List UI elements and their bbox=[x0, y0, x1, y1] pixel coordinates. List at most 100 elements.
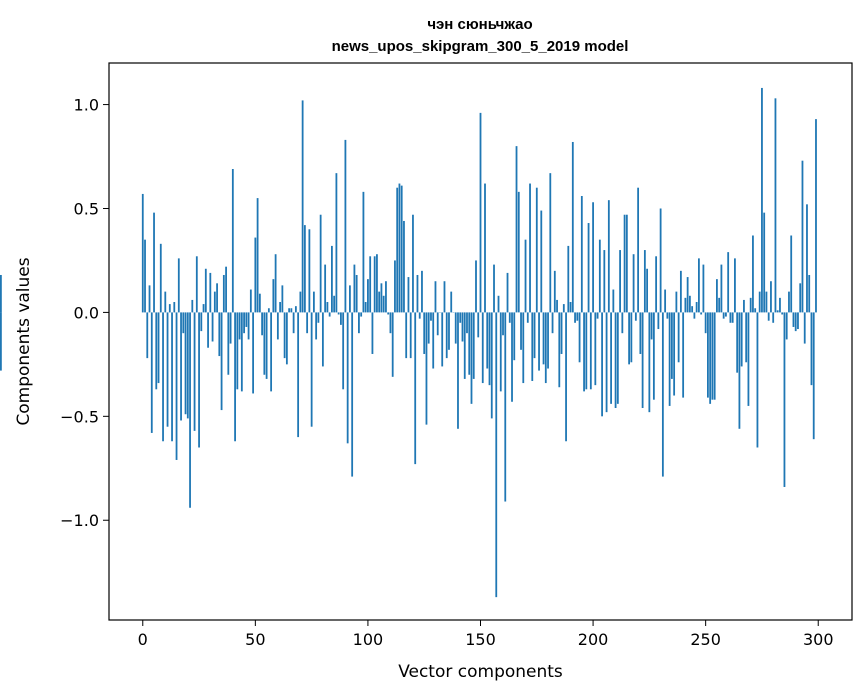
chart-title: чэн сюньчжао bbox=[427, 16, 532, 33]
bar-27 bbox=[202, 304, 205, 313]
bar-266 bbox=[740, 312, 743, 367]
bar-218 bbox=[632, 254, 635, 313]
bar-157 bbox=[495, 312, 498, 598]
bar-294 bbox=[803, 312, 806, 344]
bar-240 bbox=[682, 312, 685, 398]
bar-274 bbox=[758, 291, 761, 313]
bar-104 bbox=[376, 254, 378, 313]
bar-253 bbox=[711, 312, 714, 400]
bar-15 bbox=[175, 312, 178, 460]
bar-187 bbox=[562, 304, 565, 313]
bar-267 bbox=[743, 299, 745, 313]
bar-244 bbox=[691, 306, 694, 313]
bar-146 bbox=[470, 312, 473, 404]
bar-158 bbox=[497, 295, 500, 313]
bar-196 bbox=[583, 312, 585, 392]
plot-frame bbox=[108, 62, 853, 621]
bar-39 bbox=[229, 312, 232, 344]
bar-88 bbox=[340, 312, 342, 325]
bar-159 bbox=[499, 312, 502, 392]
x-tick-label-4: 200 bbox=[578, 630, 609, 649]
bar-168 bbox=[520, 312, 522, 350]
bar-130 bbox=[434, 281, 437, 313]
bar-229 bbox=[657, 312, 660, 330]
bar-222 bbox=[641, 312, 644, 408]
bar-22 bbox=[191, 299, 194, 313]
bar-19 bbox=[184, 312, 187, 415]
bar-109 bbox=[387, 312, 390, 315]
bar-188 bbox=[565, 312, 567, 442]
bar-219 bbox=[634, 312, 637, 321]
bar-137 bbox=[450, 291, 453, 313]
bar-295 bbox=[806, 204, 808, 313]
bar-197 bbox=[585, 312, 588, 390]
bar-293 bbox=[801, 160, 804, 313]
bar-210 bbox=[614, 312, 617, 408]
bar-36 bbox=[222, 274, 225, 313]
bar-287 bbox=[788, 291, 790, 313]
bar-255 bbox=[716, 279, 718, 313]
bar-96 bbox=[358, 312, 360, 334]
bar-173 bbox=[531, 312, 534, 381]
bar-243 bbox=[688, 295, 691, 313]
bar-14 bbox=[173, 302, 176, 313]
bar-192 bbox=[574, 312, 576, 323]
bar-285 bbox=[783, 312, 786, 487]
bar-91 bbox=[346, 312, 349, 444]
bar-236 bbox=[673, 312, 676, 396]
bar-170 bbox=[524, 239, 527, 313]
bar-7 bbox=[157, 312, 160, 384]
bar-208 bbox=[610, 312, 612, 404]
bar-86 bbox=[335, 173, 338, 313]
bar-203 bbox=[598, 239, 601, 313]
bar-147 bbox=[472, 312, 475, 379]
bar-4 bbox=[150, 312, 153, 433]
bar-140 bbox=[457, 312, 459, 429]
bar-92 bbox=[349, 285, 351, 313]
bar-254 bbox=[713, 312, 716, 400]
bar-297 bbox=[810, 312, 813, 386]
bar-276 bbox=[763, 212, 766, 313]
bar-97 bbox=[360, 312, 363, 317]
bar-286 bbox=[785, 312, 788, 340]
bar-278 bbox=[767, 312, 770, 321]
bar-66 bbox=[290, 308, 293, 313]
bar-20 bbox=[186, 312, 189, 419]
bar-126 bbox=[425, 312, 428, 425]
bar-214 bbox=[623, 214, 626, 313]
bar-33 bbox=[216, 283, 218, 313]
bar-59 bbox=[274, 254, 277, 313]
bar-174 bbox=[533, 312, 536, 359]
bar-206 bbox=[605, 312, 608, 413]
bar-154 bbox=[488, 312, 491, 386]
bar-148 bbox=[475, 260, 477, 313]
bar-79 bbox=[319, 214, 322, 313]
bar-201 bbox=[594, 312, 597, 386]
bar-273 bbox=[756, 312, 759, 448]
bar-72 bbox=[303, 225, 306, 313]
bar-11 bbox=[166, 312, 169, 427]
bar-53 bbox=[261, 312, 263, 336]
bar-299 bbox=[815, 119, 817, 313]
bar-54 bbox=[263, 312, 266, 375]
bar-145 bbox=[468, 312, 471, 375]
bar-211 bbox=[616, 312, 619, 404]
bar-292 bbox=[799, 283, 802, 313]
bar-107 bbox=[382, 295, 385, 313]
bar-84 bbox=[331, 245, 333, 313]
bar-249 bbox=[702, 264, 705, 313]
bar-231 bbox=[661, 312, 664, 477]
bar-51 bbox=[256, 198, 259, 313]
bar-237 bbox=[675, 291, 678, 313]
bar-298 bbox=[812, 312, 815, 440]
bar-115 bbox=[400, 185, 403, 313]
bar-169 bbox=[522, 312, 525, 384]
bar-127 bbox=[427, 312, 430, 344]
bar-160 bbox=[502, 312, 504, 336]
bar-52 bbox=[258, 293, 261, 313]
bar-279 bbox=[770, 281, 772, 313]
bar-6 bbox=[155, 312, 158, 390]
y-tick-label-0: 1.0 bbox=[74, 96, 99, 115]
bar-177 bbox=[540, 210, 543, 313]
